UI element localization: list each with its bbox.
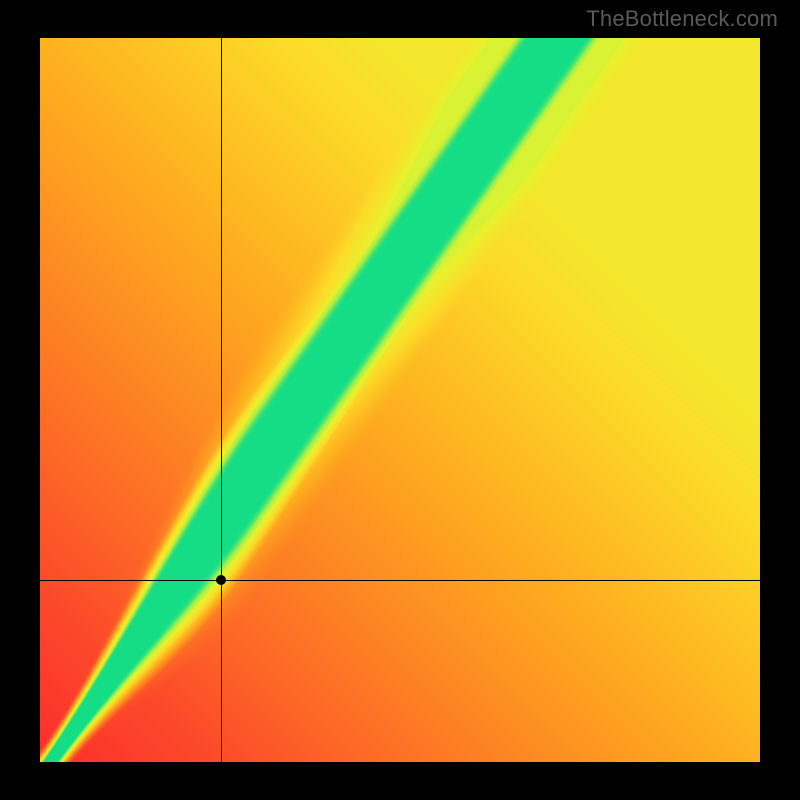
bottleneck-heatmap — [40, 38, 760, 762]
watermark-text: TheBottleneck.com — [586, 6, 778, 32]
crosshair-vertical — [221, 38, 222, 762]
heatmap-canvas — [40, 38, 760, 762]
selection-marker-dot — [216, 575, 226, 585]
crosshair-horizontal — [40, 580, 760, 581]
